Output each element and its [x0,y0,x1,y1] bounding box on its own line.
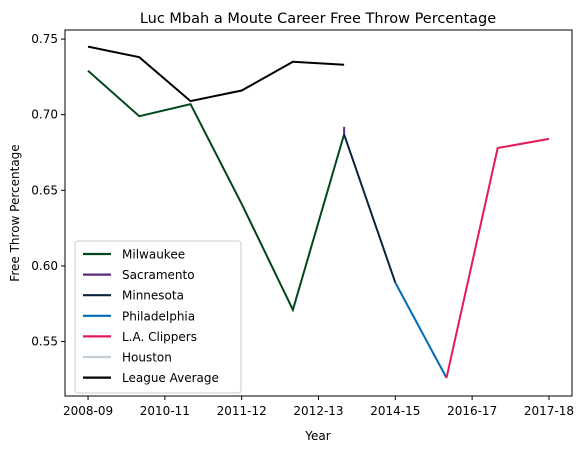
legend-label-l-a-clippers: L.A. Clippers [122,330,197,344]
x-tick-label: 2014-15 [370,404,420,418]
series-line-milwaukee [87,70,346,313]
plot-lines [87,45,550,379]
legend-label-minnesota: Minnesota [122,289,184,303]
legend-label-philadelphia: Philadelphia [122,309,195,323]
legend-label-milwaukee: Milwaukee [122,248,185,262]
legend: Milwaukee Sacramento Minnesota Philadelphia… [74,240,242,394]
x-tick-label: 2016-17 [447,404,497,418]
legend-box [74,240,242,394]
series-line-league-average [87,45,345,103]
y-tick-label: 0.65 [31,183,58,197]
legend-label-sacramento: Sacramento [122,268,195,282]
y-tick-label: 0.55 [31,335,58,349]
legend-label-houston: Houston [122,351,172,365]
x-axis-label: Year [304,429,330,443]
x-tick-label: 2010-11 [140,404,190,418]
y-tick-label: 0.70 [31,108,58,122]
series-line-l-a-clippers [445,137,550,379]
x-tick-label: 2012-13 [293,404,343,418]
y-axis-label: Free Throw Percentage [8,144,22,281]
x-tick-label: 2017-18 [524,404,574,418]
x-tick-label: 2008-09 [63,404,113,418]
y-axis: 0.55 0.60 0.65 0.70 0.75 [31,32,65,349]
y-tick-label: 0.75 [31,32,58,46]
x-axis: 2008-09 2010-11 2011-12 2012-13 2014-15 2016-… [63,396,574,418]
y-tick-label: 0.60 [31,259,58,273]
series-line-philadelphia [394,282,448,379]
series-line-minnesota [343,134,397,283]
chart-title: Luc Mbah a Moute Career Free Throw Perce… [140,11,496,27]
legend-label-league-average: League Average [122,371,219,385]
x-tick-label: 2011-12 [217,404,267,418]
